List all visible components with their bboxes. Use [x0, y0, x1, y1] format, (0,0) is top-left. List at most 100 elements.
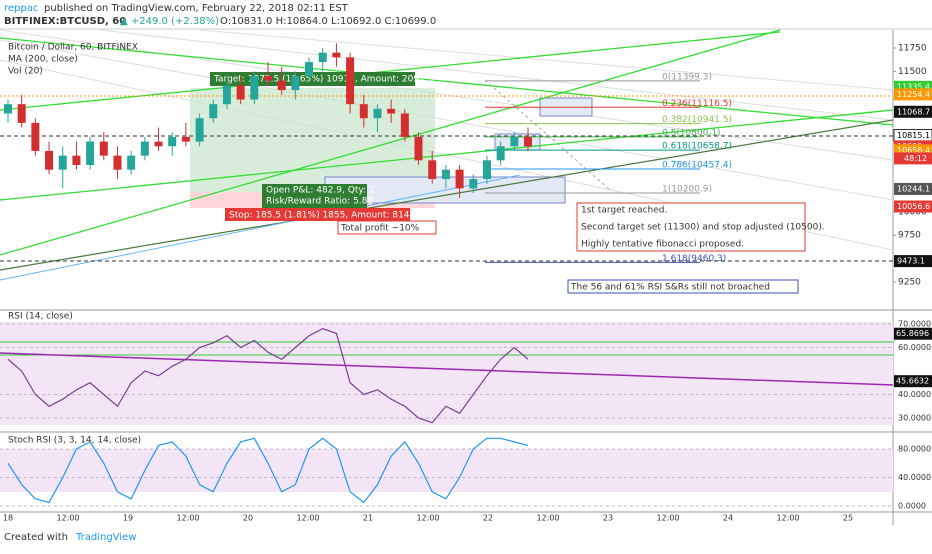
price-tag-label: 11068.7: [897, 107, 930, 116]
price-tick-label: 9250: [898, 278, 921, 288]
candle-body: [441, 169, 450, 180]
time-label: 12:00: [416, 514, 439, 523]
ohlc: O:10831.0 H:10864.0 L:10692.0 C:10699.0: [220, 16, 436, 27]
target-label: Target: 1073.5 (10.65%) 10913, Amount: 2…: [213, 75, 433, 85]
countdown: 48:12: [904, 154, 927, 163]
tick-label: 70.0000: [898, 320, 931, 329]
time-label: 12:00: [296, 514, 319, 523]
change: ▲ +249.0 (+2.38%): [120, 16, 219, 27]
candle-body: [86, 141, 95, 165]
target-label-bg: [210, 72, 415, 86]
channel-lines: [0, 29, 894, 256]
price-tag-label: 10815.1: [897, 131, 930, 140]
rr-label: Risk/Reward Ratio: 5.88: [266, 197, 373, 207]
stop-label: Stop: 185.5 (1.81%) 1855, Amount: 814.5: [229, 211, 418, 221]
candle-body: [113, 155, 122, 170]
profit-box: [337, 220, 437, 235]
ma-line: [0, 174, 521, 281]
fib-label: 0(11399.3): [662, 72, 712, 82]
candle-body: [250, 76, 259, 100]
fib-label: 0.382(10941.5): [662, 115, 732, 125]
time-label: 12:00: [56, 514, 79, 523]
fib-label: 0.786(10457.4): [662, 160, 732, 170]
time-label: 24: [723, 514, 733, 523]
price-tag: [894, 255, 932, 268]
price-tag-label: 11254.4: [897, 90, 930, 99]
legend-item: Bitcoin / Dollar, 60, BITFINEX: [8, 43, 138, 53]
candle-body: [195, 118, 204, 142]
rsi-note-box: [567, 279, 799, 294]
candle-body: [209, 104, 218, 119]
fib-diagonal: [484, 79, 611, 191]
candle-body: [17, 104, 26, 123]
candle-body: [387, 108, 396, 114]
note-line: Second target set (11300) and stop adjus…: [581, 223, 825, 233]
price-tag: [894, 88, 932, 101]
tick-label: 80.0000: [898, 445, 931, 454]
time-label: 12:00: [176, 514, 199, 523]
candle-body: [264, 76, 272, 81]
price-tick-label: 11750: [898, 44, 927, 54]
candle-body: [496, 146, 505, 161]
tick-label: 40.0000: [898, 473, 931, 482]
time-label: 25: [843, 514, 853, 523]
target-zone: [190, 88, 435, 192]
candle-body: [524, 136, 532, 147]
time-label: 12:00: [776, 514, 799, 523]
fib-label: 0.618(10658.7): [662, 142, 732, 152]
candle-body: [99, 141, 108, 156]
candle-body: [455, 169, 464, 189]
price-tag: [894, 200, 932, 213]
price-tag: [894, 182, 932, 195]
rsi-band: [0, 322, 893, 425]
fib-label: 0.5(10800.1): [662, 128, 721, 138]
price-tick-label: 11500: [898, 67, 927, 77]
candle-body: [4, 104, 12, 114]
price-tick-label: 9750: [898, 231, 921, 241]
candle-body: [181, 136, 190, 142]
published: published on TradingView.com, February 2…: [44, 3, 349, 14]
note-line: 1st target reached.: [581, 206, 667, 216]
rsi-tag-label: 45.6632: [896, 377, 929, 386]
candle-body: [346, 57, 355, 105]
candle-body: [428, 160, 437, 180]
price-tag-label: 10056.6: [897, 202, 930, 211]
time-label: 21: [363, 514, 373, 523]
time-label: 20: [243, 514, 253, 523]
candle-body: [222, 85, 231, 105]
fib-label: 1(10200.9): [662, 184, 712, 194]
candle-body: [318, 52, 327, 63]
time-label: 23: [603, 514, 613, 523]
fib-label: 0.236(11116.5): [662, 99, 732, 109]
candle-body: [510, 136, 519, 147]
candle-body: [482, 160, 491, 180]
tick-label: 60.0000: [898, 343, 931, 352]
candle-body: [140, 141, 149, 156]
candle-body: [127, 155, 136, 170]
rsi-tag: [894, 327, 932, 340]
candle-body: [359, 104, 368, 119]
candle-body: [168, 136, 177, 147]
footer-brand[interactable]: TradingView: [75, 532, 136, 543]
candle-body: [305, 62, 314, 77]
time-label: 12:00: [536, 514, 559, 523]
rsi-title: RSI (14, close): [8, 312, 73, 322]
footer-created: Created with: [4, 532, 68, 543]
symbol: BITFINEX:BTCUSD, 60: [4, 16, 126, 27]
candle-body: [31, 122, 40, 151]
time-label: 18: [3, 514, 13, 523]
rsi-tag: [894, 375, 932, 388]
countdown-bg: [894, 152, 932, 165]
publisher[interactable]: reppac: [4, 3, 38, 14]
candle-body: [72, 155, 81, 165]
stoch-band: [0, 449, 893, 492]
pnl-label: Open P&L: 482.9, Qty: 1: [266, 186, 375, 196]
candle-body: [277, 80, 286, 91]
candle-body: [58, 155, 67, 170]
price-tag-label: 10656.4: [897, 146, 930, 155]
stoch-line: [7, 437, 529, 504]
fib-label: 1.618(9460.3): [662, 254, 726, 264]
pnl-label-bg: [262, 184, 367, 208]
